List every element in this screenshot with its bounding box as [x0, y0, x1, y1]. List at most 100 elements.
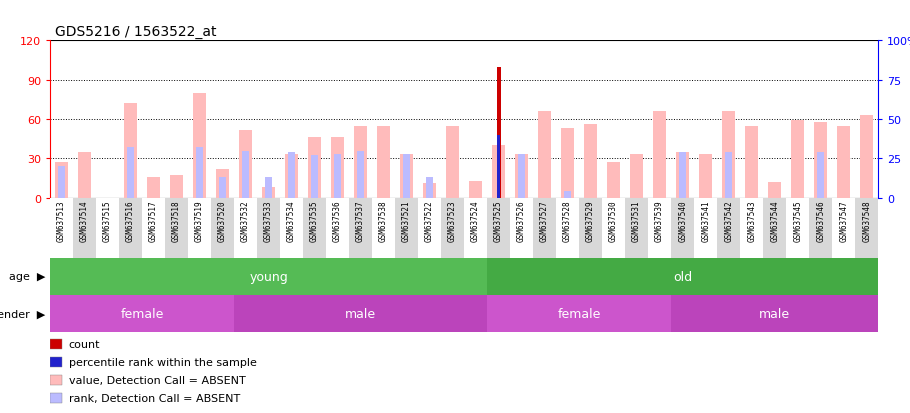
- Text: GSM637536: GSM637536: [333, 199, 342, 241]
- Bar: [372, 198, 395, 258]
- Bar: [50, 339, 62, 349]
- Bar: [193, 94, 206, 198]
- Text: GDS5216 / 1563522_at: GDS5216 / 1563522_at: [55, 25, 216, 39]
- Text: GSM637526: GSM637526: [517, 199, 526, 241]
- Bar: [242, 151, 249, 198]
- Text: GSM637513: GSM637513: [57, 199, 66, 241]
- Bar: [357, 151, 364, 198]
- Bar: [211, 198, 234, 258]
- Text: GSM637542: GSM637542: [724, 199, 733, 241]
- Bar: [96, 198, 119, 258]
- Bar: [533, 198, 556, 258]
- Text: GSM637527: GSM637527: [541, 199, 549, 241]
- Text: gender  ▶: gender ▶: [0, 309, 46, 319]
- Text: GSM637522: GSM637522: [425, 199, 434, 241]
- Bar: [50, 198, 73, 258]
- Bar: [303, 198, 326, 258]
- Bar: [579, 198, 602, 258]
- Bar: [219, 178, 226, 198]
- Text: GSM637525: GSM637525: [494, 199, 503, 241]
- Bar: [280, 198, 303, 258]
- Bar: [165, 198, 188, 258]
- Text: GSM637521: GSM637521: [402, 199, 411, 241]
- Text: GSM637532: GSM637532: [241, 199, 250, 241]
- Text: GSM637543: GSM637543: [747, 199, 756, 241]
- Bar: [217, 169, 229, 198]
- Bar: [672, 295, 878, 332]
- Text: GSM637517: GSM637517: [149, 199, 158, 241]
- Text: young: young: [249, 270, 288, 283]
- Bar: [717, 198, 740, 258]
- Bar: [334, 154, 341, 198]
- Bar: [378, 126, 389, 198]
- Bar: [50, 357, 62, 367]
- Bar: [349, 198, 372, 258]
- Text: GSM637541: GSM637541: [701, 199, 710, 241]
- Bar: [56, 163, 68, 198]
- Text: GSM637523: GSM637523: [448, 199, 457, 241]
- Text: GSM637544: GSM637544: [770, 199, 779, 241]
- Bar: [50, 258, 487, 295]
- Text: GSM637516: GSM637516: [126, 199, 135, 241]
- Text: GSM637538: GSM637538: [379, 199, 388, 241]
- Bar: [257, 198, 280, 258]
- Bar: [602, 198, 625, 258]
- Bar: [423, 184, 436, 198]
- Bar: [446, 126, 459, 198]
- Bar: [564, 192, 571, 198]
- Bar: [561, 129, 574, 198]
- Text: GSM637535: GSM637535: [310, 199, 319, 241]
- Bar: [837, 126, 850, 198]
- Text: GSM637539: GSM637539: [655, 199, 664, 241]
- Bar: [518, 154, 525, 198]
- Bar: [855, 198, 878, 258]
- Bar: [426, 178, 433, 198]
- Bar: [511, 198, 533, 258]
- Bar: [809, 198, 832, 258]
- Bar: [679, 153, 686, 198]
- Bar: [308, 138, 321, 198]
- Text: GSM637520: GSM637520: [218, 199, 228, 241]
- Text: male: male: [345, 307, 376, 320]
- Text: GSM637524: GSM637524: [471, 199, 480, 241]
- Bar: [470, 181, 482, 198]
- Bar: [197, 148, 203, 198]
- Bar: [699, 155, 712, 198]
- Bar: [441, 198, 464, 258]
- Bar: [672, 198, 694, 258]
- Bar: [265, 178, 272, 198]
- Text: male: male: [759, 307, 790, 320]
- Bar: [78, 152, 91, 198]
- Bar: [58, 167, 65, 198]
- Bar: [832, 198, 855, 258]
- Bar: [814, 122, 827, 198]
- Text: GSM637537: GSM637537: [356, 199, 365, 241]
- Bar: [288, 153, 295, 198]
- Bar: [262, 188, 275, 198]
- Bar: [740, 198, 763, 258]
- Bar: [400, 155, 413, 198]
- Text: percentile rank within the sample: percentile rank within the sample: [68, 357, 257, 367]
- Text: GSM637546: GSM637546: [816, 199, 825, 241]
- Bar: [50, 295, 234, 332]
- Bar: [648, 198, 672, 258]
- Bar: [768, 183, 781, 198]
- Text: GSM637515: GSM637515: [103, 199, 112, 241]
- Text: female: female: [120, 307, 164, 320]
- Bar: [539, 112, 551, 198]
- Text: value, Detection Call = ABSENT: value, Detection Call = ABSENT: [68, 375, 246, 385]
- Bar: [817, 153, 824, 198]
- Bar: [497, 135, 500, 198]
- Bar: [653, 112, 666, 198]
- Bar: [354, 126, 367, 198]
- Text: GSM637547: GSM637547: [839, 199, 848, 241]
- Bar: [786, 198, 809, 258]
- Bar: [50, 375, 62, 385]
- Bar: [464, 198, 487, 258]
- Bar: [127, 148, 134, 198]
- Bar: [188, 198, 211, 258]
- Text: GSM637534: GSM637534: [287, 199, 296, 241]
- Bar: [723, 112, 735, 198]
- Bar: [745, 126, 758, 198]
- Bar: [515, 155, 528, 198]
